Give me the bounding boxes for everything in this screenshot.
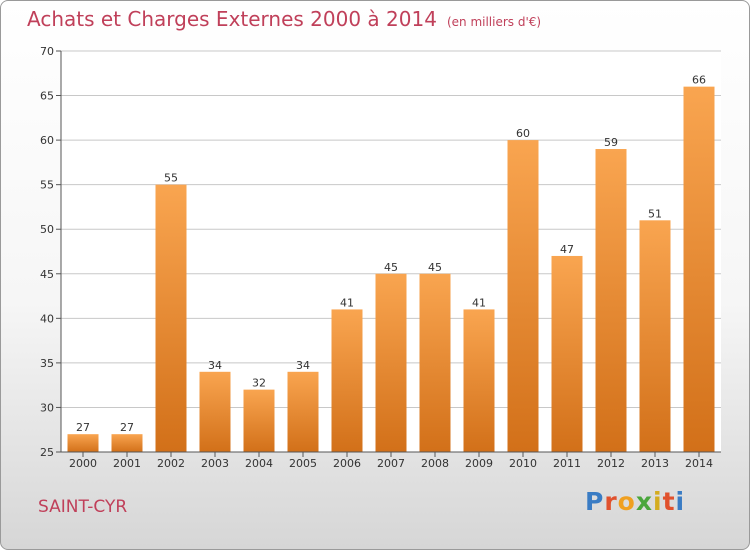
y-tick-label: 65 xyxy=(40,90,54,103)
bar-2006 xyxy=(331,309,363,452)
bar-2009 xyxy=(463,309,495,452)
value-label-2003: 34 xyxy=(208,359,222,372)
x-tick-label-2000: 2000 xyxy=(69,457,97,470)
y-tick-label: 55 xyxy=(40,179,54,192)
value-label-2014: 66 xyxy=(692,74,706,87)
y-tick-label: 30 xyxy=(40,401,54,414)
x-tick-label-2002: 2002 xyxy=(157,457,185,470)
value-label-2000: 27 xyxy=(76,421,90,434)
bar-2002 xyxy=(155,184,187,452)
x-tick-label-2011: 2011 xyxy=(553,457,581,470)
x-tick-label-2009: 2009 xyxy=(465,457,493,470)
logo-letter: t xyxy=(662,487,676,516)
logo-letter: r xyxy=(604,487,618,516)
value-label-2009: 41 xyxy=(472,296,486,309)
value-label-2006: 41 xyxy=(340,296,354,309)
value-label-2010: 60 xyxy=(516,127,530,140)
value-label-2002: 55 xyxy=(164,172,178,185)
x-tick-label-2001: 2001 xyxy=(113,457,141,470)
value-label-2011: 47 xyxy=(560,243,574,256)
y-tick-label: 50 xyxy=(40,223,54,236)
x-tick-label-2004: 2004 xyxy=(245,457,273,470)
commune-name: SAINT-CYR xyxy=(38,497,128,517)
value-label-2007: 45 xyxy=(384,261,398,274)
bar-2001 xyxy=(111,434,143,452)
y-tick-label: 35 xyxy=(40,357,54,370)
x-tick-label-2013: 2013 xyxy=(641,457,669,470)
y-tick-label: 25 xyxy=(40,446,54,459)
value-label-2001: 27 xyxy=(120,421,134,434)
bar-2004 xyxy=(243,389,275,452)
bar-2013 xyxy=(639,220,671,452)
x-tick-label-2008: 2008 xyxy=(421,457,449,470)
logo-letter: x xyxy=(635,487,653,516)
logo-letter: P xyxy=(585,487,605,516)
logo-letter: i xyxy=(653,487,663,516)
y-tick-label: 40 xyxy=(40,312,54,325)
y-tick-label: 45 xyxy=(40,268,54,281)
x-tick-label-2014: 2014 xyxy=(685,457,713,470)
bar-2010 xyxy=(507,140,539,452)
value-label-2013: 51 xyxy=(648,207,662,220)
value-label-2012: 59 xyxy=(604,136,618,149)
bar-2007 xyxy=(375,273,407,452)
logo-letter: i xyxy=(675,487,686,516)
value-label-2008: 45 xyxy=(428,261,442,274)
x-tick-label-2010: 2010 xyxy=(509,457,537,470)
bar-2012 xyxy=(595,149,627,452)
y-tick-label: 60 xyxy=(40,134,54,147)
chart-title: Achats et Charges Externes 2000 à 2014 (e… xyxy=(27,7,541,31)
x-tick-label-2012: 2012 xyxy=(597,457,625,470)
x-tick-label-2006: 2006 xyxy=(333,457,361,470)
y-tick-label: 70 xyxy=(40,45,54,58)
value-label-2004: 32 xyxy=(252,377,266,390)
value-label-2005: 34 xyxy=(296,359,310,372)
x-tick-label-2007: 2007 xyxy=(377,457,405,470)
x-tick-label-2005: 2005 xyxy=(289,457,317,470)
bar-2005 xyxy=(287,371,319,452)
chart-subtitle: (en milliers d'€) xyxy=(446,15,542,29)
bar-2014 xyxy=(683,86,715,453)
bar-2003 xyxy=(199,371,231,452)
bar-2008 xyxy=(419,273,451,452)
proxiti-logo: Proxiti xyxy=(585,487,685,516)
logo-letter: o xyxy=(617,487,636,516)
x-tick-label-2003: 2003 xyxy=(201,457,229,470)
bar-2011 xyxy=(551,255,583,452)
bar-2000 xyxy=(67,434,99,452)
title-text: Achats et Charges Externes 2000 à 2014 xyxy=(27,7,437,31)
